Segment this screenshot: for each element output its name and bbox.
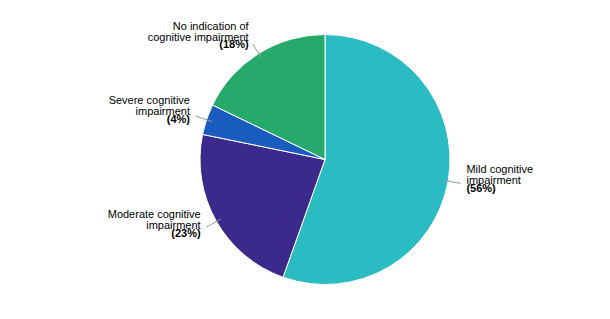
svg-text:(56%): (56%) (466, 182, 496, 194)
svg-text:(18%): (18%) (219, 38, 249, 50)
svg-text:(4%): (4%) (167, 113, 191, 125)
svg-text:(23%): (23%) (171, 227, 201, 239)
